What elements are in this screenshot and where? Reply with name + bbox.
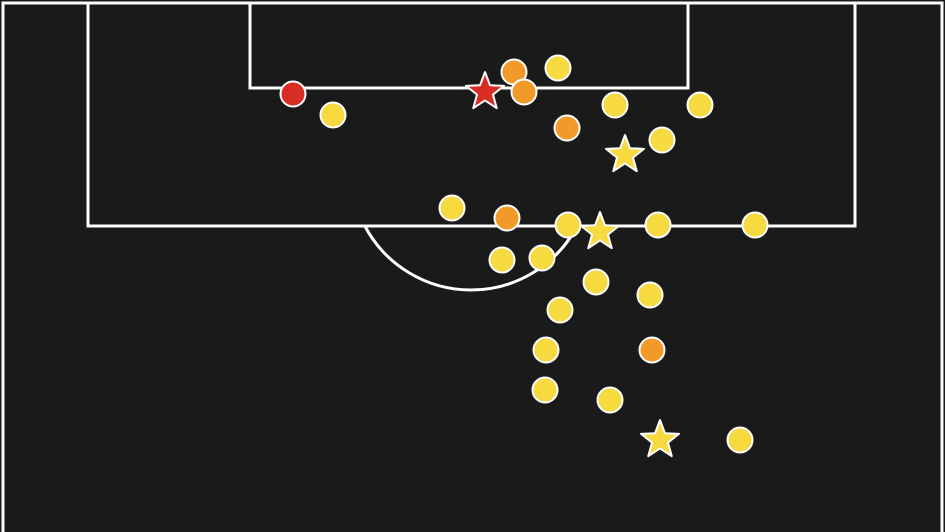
shot-marker xyxy=(546,56,571,81)
shot-marker xyxy=(495,206,520,231)
shot-marker xyxy=(584,270,609,295)
shot-marker xyxy=(598,388,623,413)
shot-marker xyxy=(548,298,573,323)
shot-marker xyxy=(281,82,306,107)
shot-marker xyxy=(533,378,558,403)
shot-marker xyxy=(638,283,663,308)
shot-marker xyxy=(440,196,465,221)
shot-marker xyxy=(650,128,675,153)
shot-marker xyxy=(534,338,559,363)
shot-marker xyxy=(688,93,713,118)
shot-marker xyxy=(321,103,346,128)
shot-marker xyxy=(640,338,665,363)
shot-map xyxy=(0,0,945,532)
shot-marker xyxy=(603,93,628,118)
shot-marker xyxy=(728,428,753,453)
shot-marker xyxy=(743,213,768,238)
shot-marker xyxy=(646,213,671,238)
shot-marker xyxy=(530,246,555,271)
shot-marker xyxy=(490,248,515,273)
shot-marker xyxy=(556,213,581,238)
pitch-background xyxy=(0,0,945,532)
shot-marker xyxy=(512,80,537,105)
shot-marker xyxy=(555,116,580,141)
